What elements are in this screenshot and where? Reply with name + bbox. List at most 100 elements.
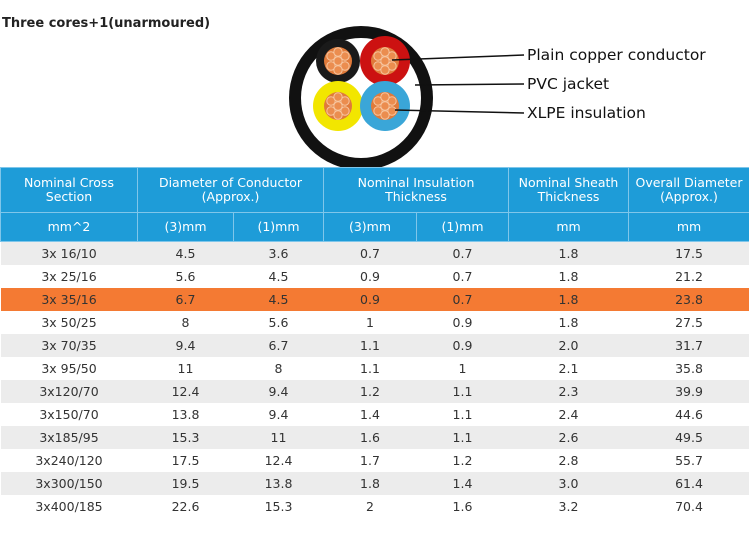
table-cell: 49.5: [628, 426, 749, 449]
table-cell: 11: [137, 357, 234, 380]
table-cell: 1.1: [416, 426, 509, 449]
conductor-strand: [380, 101, 390, 111]
table-cell: 3.0: [508, 472, 629, 495]
conductor-strand: [333, 101, 343, 111]
page-title: Three cores+1(unarmoured): [2, 16, 211, 31]
core-black-insulation: [316, 39, 360, 83]
conductor-strand: [380, 92, 390, 102]
table-cell: 1.2: [416, 449, 509, 472]
table-cell: 17.5: [628, 241, 749, 265]
table-cell: 31.7: [628, 334, 749, 357]
table-cell: 9.4: [233, 380, 324, 403]
unit-header: (1)mm: [416, 212, 509, 242]
table-cell: 1.4: [416, 472, 509, 495]
table-cell: 0.9: [323, 265, 417, 288]
table-cell: 13.8: [137, 403, 234, 426]
core-yellow-insulation: [313, 81, 363, 131]
cable-spec-table: Nominal Cross Section Diameter of Conduc…: [0, 167, 749, 518]
table-cell: 55.7: [628, 449, 749, 472]
conductor-strand: [333, 110, 343, 120]
table-cell: 1.1: [323, 357, 417, 380]
header-nominal-cross-section: Nominal Cross Section: [0, 167, 138, 213]
core-blue-insulation: [360, 81, 410, 131]
unit-header: (3)mm: [137, 212, 234, 242]
table-cell: 1.8: [508, 241, 629, 265]
label-plain-copper-conductor: Plain copper conductor: [527, 46, 706, 64]
conductor-strand: [333, 47, 343, 57]
unit-header: (1)mm: [233, 212, 324, 242]
table-cell: 2.4: [508, 403, 629, 426]
table-cell: 0.9: [416, 311, 509, 334]
conductor-strand: [387, 96, 397, 106]
table-cell: 1.6: [323, 426, 417, 449]
table-cell: 4.5: [233, 288, 324, 311]
table-cell: 15.3: [233, 495, 324, 518]
header-nominal-sheath-thickness: Nominal Sheath Thickness: [508, 167, 629, 213]
table-cell: 3x240/120: [0, 449, 138, 472]
table-cell: 1: [323, 311, 417, 334]
table-cell: 0.9: [323, 288, 417, 311]
header-nominal-insulation-thickness: Nominal Insulation Thickness: [323, 167, 509, 213]
conductor-strand: [373, 51, 383, 61]
table-cell: 1.1: [416, 403, 509, 426]
table-cell: 3x120/70: [0, 380, 138, 403]
table-cell: 1: [416, 357, 509, 380]
table-cell: 39.9: [628, 380, 749, 403]
table-cell: 0.7: [416, 241, 509, 265]
table-cell: 15.3: [137, 426, 234, 449]
table-cell: 44.6: [628, 403, 749, 426]
table-cell: 13.8: [233, 472, 324, 495]
table-cell: 3x 50/25: [0, 311, 138, 334]
conductor-strand: [340, 106, 350, 116]
table-row: 3x185/95 15.3 11 1.6 1.1 2.6 49.5: [0, 426, 749, 449]
table-row: 3x 70/35 9.4 6.7 1.1 0.9 2.0 31.7: [0, 334, 749, 357]
table-cell: 8: [137, 311, 234, 334]
table-cell: 3.6: [233, 241, 324, 265]
table-row: 3x150/70 13.8 9.4 1.4 1.1 2.4 44.6: [0, 403, 749, 426]
table-cell: 12.4: [233, 449, 324, 472]
table-cell: 2.6: [508, 426, 629, 449]
conductor-strand: [326, 61, 336, 71]
table-cell: 3x400/185: [0, 495, 138, 518]
unit-header: mm^2: [0, 212, 138, 242]
table-cell: 3x185/95: [0, 426, 138, 449]
conductor-strand: [380, 110, 390, 120]
table-body: 3x 16/10 4.5 3.6 0.7 0.7 1.8 17.5 3x 25/16 5.6 4.…: [0, 241, 749, 518]
table-cell: 1.8: [508, 265, 629, 288]
table-cell: 9.4: [233, 403, 324, 426]
table-row: 3x 25/16 5.6 4.5 0.9 0.7 1.8 21.2: [0, 265, 749, 288]
conductor-strand: [387, 106, 397, 116]
table-cell: 5.6: [233, 311, 324, 334]
conductor-strand: [340, 96, 350, 106]
table-cell: 8: [233, 357, 324, 380]
table-row: 3x300/150 19.5 13.8 1.8 1.4 3.0 61.4: [0, 472, 749, 495]
table-cell: 5.6: [137, 265, 234, 288]
table-cell: 19.5: [137, 472, 234, 495]
conductor-strand: [387, 61, 397, 71]
label-xlpe-insulation: XLPE insulation: [527, 104, 646, 122]
table-cell: 3.2: [508, 495, 629, 518]
table-row: 3x 95/50 11 8 1.1 1 2.1 35.8: [0, 357, 749, 380]
conductor-strand: [373, 96, 383, 106]
table-row: 3x120/70 12.4 9.4 1.2 1.1 2.3 39.9: [0, 380, 749, 403]
table-cell: 0.7: [323, 241, 417, 265]
table-cell: 1.6: [416, 495, 509, 518]
conductor-strand: [326, 106, 336, 116]
table-cell: 1.1: [416, 380, 509, 403]
table-cell: 1.2: [323, 380, 417, 403]
table-cell: 27.5: [628, 311, 749, 334]
table-cell: 1.1: [323, 334, 417, 357]
table-cell: 2.0: [508, 334, 629, 357]
callout-line-jacket: [414, 83, 525, 86]
table-cell: 0.9: [416, 334, 509, 357]
table-cell: 3x 25/16: [0, 265, 138, 288]
table-cell: 1.8: [508, 288, 629, 311]
table-cell: 22.6: [137, 495, 234, 518]
conductor-strand: [380, 65, 390, 75]
table-cell: 4.5: [233, 265, 324, 288]
unit-header: mm: [508, 212, 629, 242]
header-diameter-of-conductor: Diameter of Conductor (Approx.): [137, 167, 324, 213]
table-cell: 3x300/150: [0, 472, 138, 495]
table-cell: 3x 16/10: [0, 241, 138, 265]
table-cell: 12.4: [137, 380, 234, 403]
